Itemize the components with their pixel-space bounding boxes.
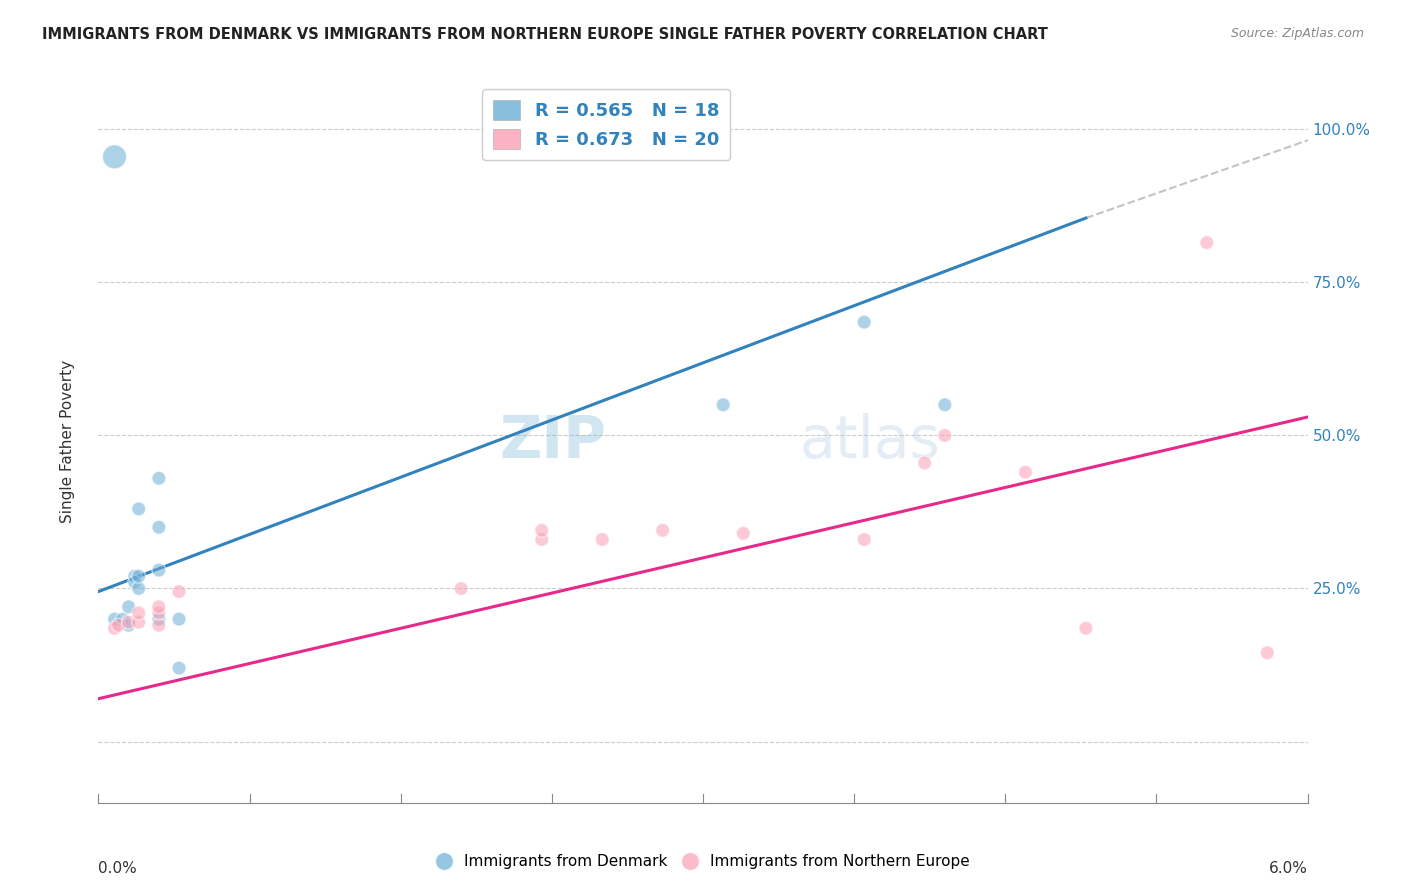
Point [103, 612, 125, 626]
Point [1014, 465, 1036, 479]
Text: ZIP: ZIP [499, 413, 606, 470]
Point [103, 150, 125, 164]
Point [167, 612, 190, 626]
Point [853, 533, 876, 547]
Point [148, 471, 170, 485]
Legend: R = 0.565   N = 18, R = 0.673   N = 20: R = 0.565 N = 18, R = 0.673 N = 20 [482, 89, 730, 160]
Point [733, 526, 755, 541]
Point [651, 524, 673, 538]
Point [591, 533, 613, 547]
Text: Source: ZipAtlas.com: Source: ZipAtlas.com [1230, 27, 1364, 40]
Point [118, 599, 141, 614]
Point [148, 618, 170, 632]
Text: IMMIGRANTS FROM DENMARK VS IMMIGRANTS FROM NORTHERN EUROPE SINGLE FATHER POVERTY: IMMIGRANTS FROM DENMARK VS IMMIGRANTS FR… [42, 27, 1047, 42]
Point [1074, 621, 1097, 635]
Point [148, 599, 170, 614]
Point [107, 618, 129, 632]
Point [148, 606, 170, 620]
Point [124, 575, 146, 590]
Point [111, 612, 134, 626]
Point [530, 524, 553, 538]
Point [934, 428, 956, 442]
Point [530, 533, 553, 547]
Point [128, 582, 150, 596]
Point [1256, 646, 1278, 660]
Point [103, 621, 125, 635]
Point [124, 569, 146, 583]
Text: 0.0%: 0.0% [98, 861, 138, 876]
Point [118, 618, 141, 632]
Point [711, 398, 734, 412]
Point [914, 456, 936, 470]
Point [128, 615, 150, 630]
Y-axis label: Single Father Poverty: Single Father Poverty [60, 360, 75, 523]
Point [148, 563, 170, 577]
Point [148, 612, 170, 626]
Point [148, 520, 170, 534]
Text: 6.0%: 6.0% [1268, 861, 1308, 876]
Point [853, 315, 876, 329]
Point [167, 584, 190, 599]
Point [128, 569, 150, 583]
Point [167, 661, 190, 675]
Point [118, 615, 141, 630]
Point [128, 502, 150, 516]
Text: atlas: atlas [800, 413, 941, 470]
Point [128, 606, 150, 620]
Legend: Immigrants from Denmark, Immigrants from Northern Europe: Immigrants from Denmark, Immigrants from… [430, 848, 976, 875]
Point [934, 398, 956, 412]
Point [1195, 235, 1218, 250]
Point [450, 582, 472, 596]
